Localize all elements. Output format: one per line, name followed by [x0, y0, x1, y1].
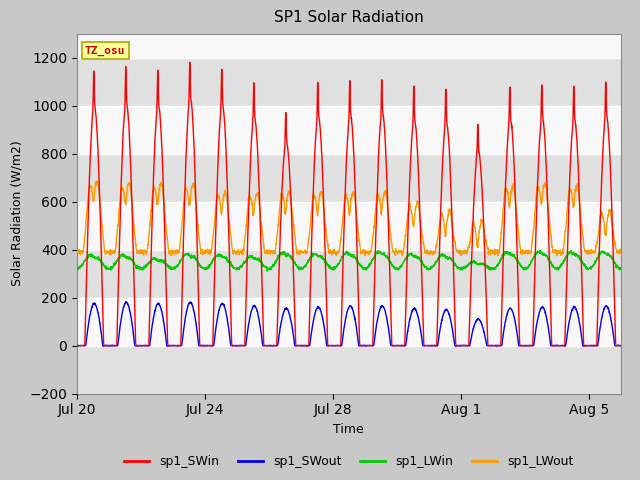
Text: TZ_osu: TZ_osu: [85, 46, 125, 56]
sp1_SWout: [73, 343, 81, 348]
sp1_SWin: [617, 343, 625, 348]
sp1_LWin: [183, 251, 191, 257]
Bar: [77, 250, 621, 298]
sp1_LWout: [93, 178, 101, 184]
sp1_LWin: [190, 252, 198, 258]
sp1_SWin: [191, 153, 198, 159]
sp1_SWout: [191, 312, 198, 318]
sp1_LWin: [617, 265, 625, 271]
sp1_SWin: [186, 60, 193, 65]
sp1_SWin: [580, 344, 588, 349]
Line: sp1_LWin: sp1_LWin: [77, 251, 621, 271]
sp1_LWout: [617, 250, 625, 255]
Line: sp1_SWout: sp1_SWout: [77, 302, 621, 346]
sp1_SWout: [163, 343, 171, 349]
Bar: [77, 58, 621, 106]
sp1_LWin: [372, 251, 380, 257]
sp1_LWin: [73, 266, 81, 272]
sp1_LWout: [73, 249, 81, 255]
sp1_LWin: [502, 249, 509, 254]
sp1_LWout: [554, 252, 561, 258]
sp1_SWout: [502, 316, 509, 322]
sp1_SWin: [183, 130, 191, 136]
sp1_LWout: [372, 202, 380, 207]
sp1_LWout: [184, 189, 191, 194]
sp1_LWin: [263, 268, 271, 274]
sp1_SWout: [184, 304, 191, 310]
sp1_LWin: [116, 254, 124, 260]
sp1_SWout: [237, 343, 244, 348]
sp1_SWout: [116, 328, 124, 334]
sp1_SWin: [116, 238, 124, 244]
Y-axis label: Solar Radiation (W/m2): Solar Radiation (W/m2): [11, 141, 24, 287]
sp1_LWout: [502, 188, 509, 194]
Bar: [77, 154, 621, 202]
sp1_LWin: [568, 248, 575, 253]
Title: SP1 Solar Radiation: SP1 Solar Radiation: [274, 11, 424, 25]
sp1_SWout: [372, 324, 380, 330]
sp1_LWout: [116, 200, 124, 206]
Line: sp1_SWin: sp1_SWin: [77, 62, 621, 347]
sp1_SWin: [372, 225, 380, 231]
Line: sp1_LWout: sp1_LWout: [77, 181, 621, 255]
X-axis label: Time: Time: [333, 423, 364, 436]
sp1_LWin: [236, 264, 244, 269]
sp1_SWout: [122, 299, 130, 305]
sp1_LWout: [191, 184, 198, 190]
sp1_LWout: [237, 248, 244, 253]
sp1_SWout: [617, 343, 625, 348]
sp1_SWin: [502, 179, 509, 184]
Bar: [77, 346, 621, 394]
sp1_SWin: [73, 343, 81, 348]
Legend: sp1_SWin, sp1_SWout, sp1_LWin, sp1_LWout: sp1_SWin, sp1_SWout, sp1_LWin, sp1_LWout: [119, 450, 579, 473]
sp1_SWin: [237, 343, 244, 348]
